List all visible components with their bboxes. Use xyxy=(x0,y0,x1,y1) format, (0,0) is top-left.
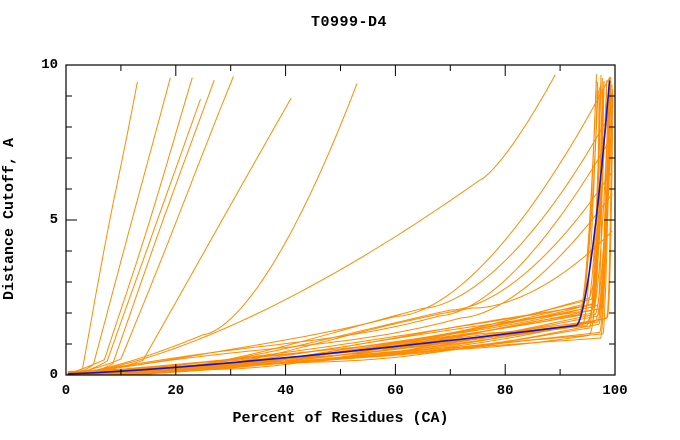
svg-text:20: 20 xyxy=(167,383,184,399)
svg-text:10: 10 xyxy=(41,57,58,73)
svg-text:100: 100 xyxy=(602,383,627,399)
svg-text:0: 0 xyxy=(62,383,70,399)
svg-text:80: 80 xyxy=(497,383,514,399)
svg-text:40: 40 xyxy=(277,383,294,399)
svg-text:60: 60 xyxy=(387,383,404,399)
svg-text:0: 0 xyxy=(50,367,58,383)
svg-text:5: 5 xyxy=(50,212,58,228)
